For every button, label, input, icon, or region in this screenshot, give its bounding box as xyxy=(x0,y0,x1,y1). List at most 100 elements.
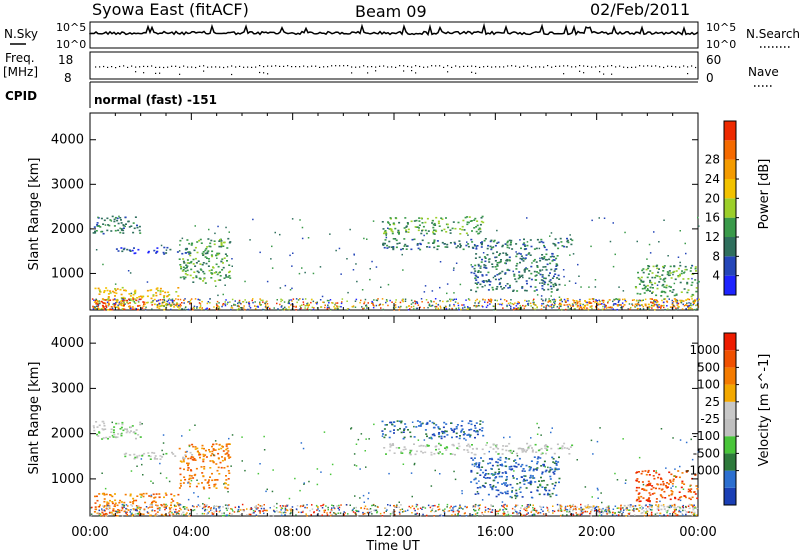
power-cell xyxy=(597,303,599,306)
power-cell xyxy=(155,251,158,253)
velocity-cell xyxy=(228,437,230,440)
power-cell xyxy=(453,267,455,269)
velocity-cell xyxy=(519,510,521,512)
velocity-cell xyxy=(499,508,501,511)
velocity-cell xyxy=(501,492,504,495)
velocity-cell xyxy=(478,504,480,507)
power-cell xyxy=(263,309,265,311)
velocity-cell xyxy=(668,471,671,474)
power-cell xyxy=(685,304,687,306)
freq-dot xyxy=(191,66,193,68)
power-cell xyxy=(445,308,448,310)
power-cell xyxy=(567,307,569,309)
velocity-cell xyxy=(103,498,106,500)
velocity-cell xyxy=(392,444,395,446)
velocity-cell xyxy=(587,507,590,509)
power-cell xyxy=(603,303,605,306)
velocity-cell xyxy=(338,504,340,507)
power-cell xyxy=(252,298,254,300)
freq-dot xyxy=(683,65,685,67)
velocity-cell xyxy=(662,483,665,485)
power-cell xyxy=(517,308,519,310)
power-cell xyxy=(499,282,502,284)
power-cell xyxy=(515,255,518,258)
power-cell xyxy=(607,300,609,303)
power-cell xyxy=(675,293,678,296)
velocity-cell xyxy=(527,505,529,507)
power-cell xyxy=(277,308,279,310)
power-cell xyxy=(113,218,116,221)
power-cell xyxy=(433,239,436,241)
power-cell xyxy=(638,283,641,285)
power-cell xyxy=(508,239,511,242)
velocity-cell xyxy=(206,509,208,511)
power-cell xyxy=(160,244,163,247)
power-cell xyxy=(561,245,564,247)
power-cell xyxy=(561,308,563,311)
velocity-cell xyxy=(454,453,456,456)
velocity-cell xyxy=(495,489,498,491)
velocity-cell xyxy=(433,511,436,513)
velocity-cell xyxy=(108,506,111,508)
power-cell xyxy=(647,288,649,290)
power-cell xyxy=(532,307,534,310)
power-cell xyxy=(384,230,387,232)
velocity-cell xyxy=(132,514,135,516)
velocity-cell xyxy=(217,452,220,455)
velocity-cell xyxy=(506,505,508,508)
power-cell xyxy=(446,292,448,295)
power-cell xyxy=(280,300,282,303)
velocity-cell xyxy=(502,505,504,508)
velocity-cell xyxy=(192,445,195,448)
velocity-cell xyxy=(225,448,228,451)
velocity-cell xyxy=(590,509,593,511)
power-colorbar-tick-label: 28 xyxy=(705,153,720,167)
velocity-cell xyxy=(99,513,102,515)
velocity-cell xyxy=(515,492,518,495)
freq-dot xyxy=(227,66,229,68)
velocity-cell xyxy=(241,460,243,462)
velocity-cell xyxy=(499,509,501,511)
power-cell xyxy=(115,300,118,303)
velocity-cell xyxy=(174,511,176,513)
power-cell xyxy=(93,299,95,301)
velocity-cell xyxy=(205,505,208,507)
power-cell xyxy=(677,307,679,309)
velocity-cell xyxy=(533,509,535,511)
power-cell xyxy=(123,304,125,306)
velocity-cell xyxy=(499,464,502,466)
velocity-cell xyxy=(502,512,504,515)
velocity-cell xyxy=(457,442,460,445)
velocity-cell xyxy=(280,507,283,509)
velocity-cell xyxy=(100,514,102,517)
nave-dot xyxy=(351,72,353,74)
power-cell xyxy=(535,261,538,263)
power-cell xyxy=(684,265,687,268)
velocity-cell xyxy=(203,504,206,507)
power-cell xyxy=(432,231,435,233)
power-cell xyxy=(549,305,551,308)
power-cell xyxy=(696,298,699,300)
velocity-cell xyxy=(575,512,577,514)
velocity-cell xyxy=(453,428,456,430)
velocity-cell xyxy=(471,448,474,450)
power-cell xyxy=(480,265,482,267)
power-cell xyxy=(487,298,490,301)
velocity-cell xyxy=(181,435,183,437)
velocity-cell xyxy=(144,501,147,504)
power-cell xyxy=(467,243,470,245)
velocity-cell xyxy=(526,442,529,445)
power-cell xyxy=(228,231,230,233)
velocity-cell xyxy=(401,511,404,513)
power-cell xyxy=(371,300,373,303)
power-cell xyxy=(579,306,582,308)
velocity-cell xyxy=(508,442,511,445)
power-cell xyxy=(526,241,529,243)
power-cell xyxy=(416,302,419,304)
power-cell xyxy=(191,308,193,310)
freq-dot xyxy=(547,65,549,67)
power-cell xyxy=(505,252,508,255)
power-cell xyxy=(635,286,638,289)
power-cell xyxy=(195,276,198,279)
